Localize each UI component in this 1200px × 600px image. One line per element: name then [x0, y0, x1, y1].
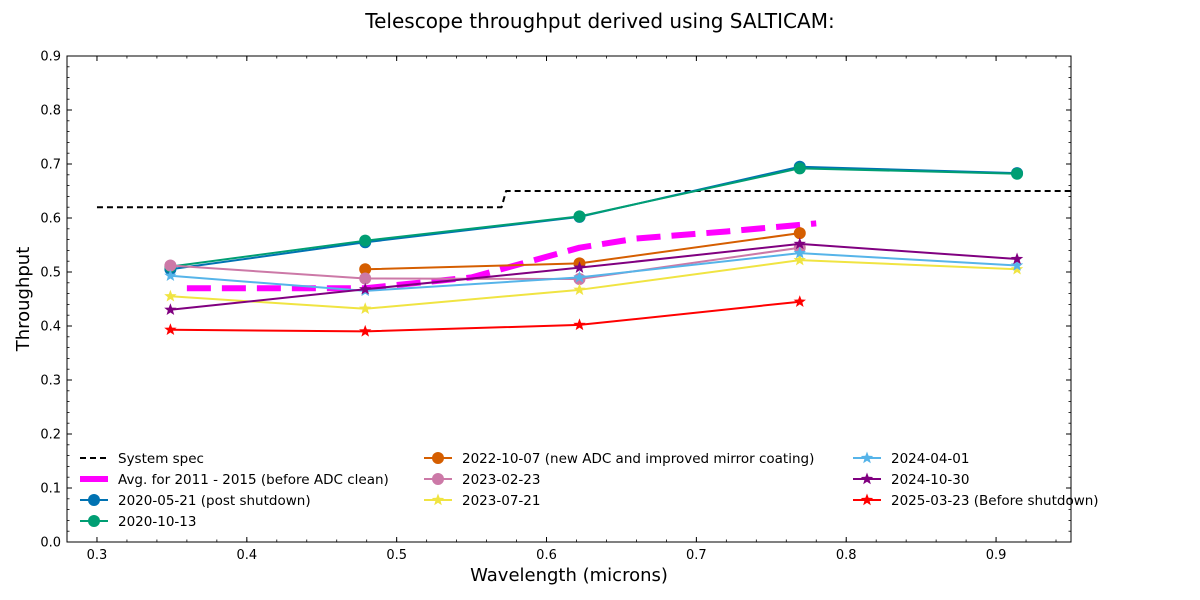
data-point: [793, 246, 806, 259]
legend-label: 2023-02-23: [462, 472, 540, 488]
y-tick-label: 0.0: [40, 536, 61, 551]
legend-item-2020-05-21-post-shutdown: 2020-05-21 (post shutdown): [80, 493, 311, 509]
series-line: [170, 259, 1018, 310]
x-tick-label: 0.3: [87, 548, 108, 563]
data-point: [1011, 167, 1024, 180]
data-point: [573, 283, 586, 296]
legend-label: 2020-10-13: [118, 514, 196, 530]
data-point: [1010, 259, 1024, 271]
plot-area: [96, 160, 1071, 337]
legend-label: Avg. for 2011 - 2015 (before ADC clean): [118, 472, 389, 488]
data-point: [359, 324, 372, 337]
series-2024-10-30: [164, 237, 1024, 316]
y-axis: 0.0 0.1 0.2 0.3 0.4 0.5 0.6 0.7 0.8 0.9: [40, 50, 1071, 551]
y-tick-label: 0.3: [40, 374, 61, 389]
legend-item-2025-03-23-before-shutdown: 2025-03-23 (Before shutdown): [853, 493, 1099, 509]
data-point: [793, 253, 806, 266]
x-tick-label: 0.6: [536, 548, 557, 563]
y-tick-label: 0.2: [40, 428, 61, 443]
y-tick-label: 0.8: [40, 104, 61, 119]
data-point: [793, 227, 806, 240]
data-point: [1010, 252, 1024, 265]
series-line: [170, 300, 800, 333]
legend-label: 2024-10-30: [891, 472, 969, 488]
legend-label: 2023-07-21: [462, 493, 540, 509]
x-tick-label: 0.8: [836, 548, 857, 563]
legend-item-2020-10-13: 2020-10-13: [80, 514, 196, 530]
y-axis-label: Throughput: [13, 247, 34, 353]
legend-item-system-spec: System spec: [80, 451, 204, 467]
data-point: [164, 289, 177, 302]
x-axis-label: Wavelength (microns): [470, 565, 668, 586]
data-point: [793, 295, 806, 307]
legend-label: 2020-05-21 (post shutdown): [118, 493, 311, 509]
legend-item-2023-07-21: 2023-07-21: [424, 493, 540, 509]
legend-label: System spec: [118, 451, 204, 467]
y-tick-label: 0.9: [40, 50, 61, 65]
data-point: [164, 323, 177, 336]
data-point: [573, 261, 586, 273]
y-tick-label: 0.6: [40, 212, 61, 227]
legend-marker: [88, 494, 100, 506]
data-point: [359, 234, 372, 247]
data-point: [164, 259, 177, 272]
data-point: [793, 237, 806, 250]
series-2025-03-23-before-shutdown: [164, 295, 806, 337]
legend: System spec Avg. for 2011 - 2015 (before …: [80, 451, 1099, 530]
data-point: [573, 210, 586, 223]
legend-item-avg-for-2011-2015-before-adc-clean: Avg. for 2011 - 2015 (before ADC clean): [80, 472, 389, 488]
data-point: [573, 318, 586, 331]
series-line: [170, 252, 1018, 292]
legend-item-2024-10-30: 2024-10-30: [853, 472, 969, 488]
legend-marker: [860, 451, 874, 464]
legend-item-2024-04-01: 2024-04-01: [853, 451, 969, 467]
legend-marker: [431, 493, 445, 506]
legend-label: 2024-04-01: [891, 451, 969, 467]
axes-frame: [66, 55, 1072, 543]
data-point: [1010, 262, 1024, 275]
legend-label: 2025-03-23 (Before shutdown): [891, 493, 1099, 509]
y-tick-label: 0.4: [40, 320, 61, 335]
data-point: [573, 270, 586, 283]
data-point: [164, 269, 177, 282]
x-tick-label: 0.5: [386, 548, 407, 563]
y-tick-label: 0.7: [40, 158, 61, 173]
y-tick-label: 0.1: [40, 482, 61, 497]
x-tick-label: 0.9: [986, 548, 1007, 563]
y-tick-label: 0.5: [40, 266, 61, 281]
data-point: [359, 302, 372, 314]
legend-marker: [88, 515, 100, 527]
legend-marker: [432, 452, 444, 464]
chart-title: Telescope throughput derived using SALTI…: [364, 9, 834, 33]
data-point: [359, 272, 372, 285]
series-2023-07-21: [164, 253, 1024, 314]
legend-item-2022-10-07-new-adc-and-improved-mirror-coating: 2022-10-07 (new ADC and improved mirror …: [424, 451, 814, 467]
legend-item-2023-02-23: 2023-02-23: [424, 472, 540, 488]
legend-marker: [432, 473, 444, 485]
legend-label: 2022-10-07 (new ADC and improved mirror …: [462, 451, 814, 467]
series-line: [170, 165, 1018, 271]
series-2020-10-13: [164, 162, 1024, 273]
legend-marker: [860, 472, 874, 485]
legend-marker: [860, 493, 874, 506]
data-point: [164, 303, 177, 316]
series-system-spec: [96, 190, 1071, 209]
x-tick-label: 0.4: [236, 548, 257, 563]
series-line: [96, 190, 1071, 209]
data-point: [359, 263, 372, 276]
data-point: [359, 282, 372, 295]
data-point: [793, 162, 806, 175]
x-axis: 0.3 0.4 0.5 0.6 0.7 0.8 0.9: [66, 56, 1057, 563]
x-tick-label: 0.7: [686, 548, 707, 563]
